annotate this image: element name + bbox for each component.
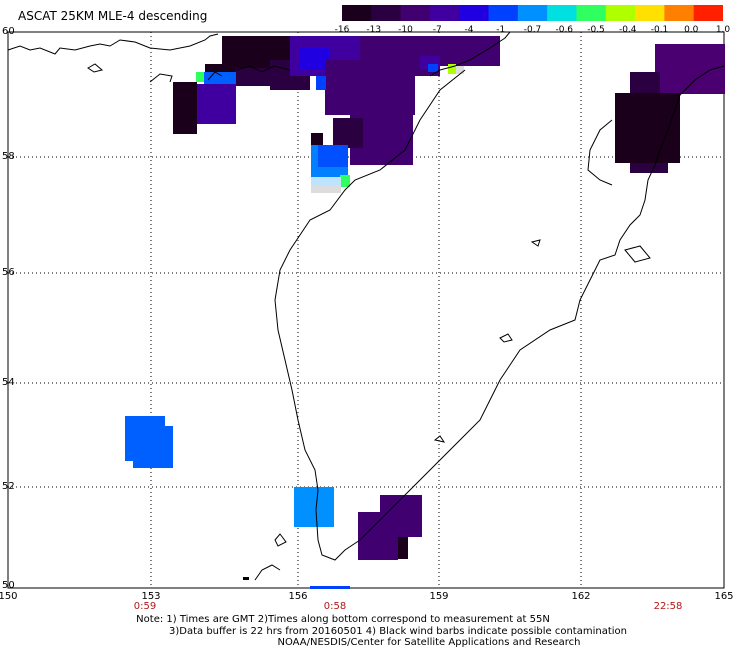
colorbar-tick-label: -4: [464, 25, 474, 35]
data-cell: [196, 72, 204, 82]
colorbar-tick-label: 0.0: [684, 25, 699, 35]
data-cell: [204, 72, 236, 84]
colorbar-segment: [664, 5, 695, 21]
colorbar-tick-label: -10: [398, 25, 413, 35]
colorbar-tick-label: -0.5: [587, 25, 605, 35]
colorbar-segment: [400, 5, 431, 21]
lon-label-156: 156: [288, 591, 308, 602]
time-label: 22:58: [653, 601, 683, 612]
map-title: ASCAT 25KM MLE-4 descending: [18, 9, 208, 23]
colorbar-segment: [605, 5, 636, 21]
data-cell: [311, 133, 323, 145]
colorbar-tick-label: -16: [334, 25, 350, 35]
data-cell: [340, 175, 350, 187]
lon-label-162: 162: [571, 591, 591, 602]
colorbar-segment: [635, 5, 665, 21]
data-cell: [311, 177, 341, 185]
lat-label-56: 56: [2, 267, 15, 278]
data-cell: [448, 64, 456, 74]
data-cell: [300, 48, 330, 70]
colorbar-segment: [576, 5, 607, 21]
data-cell: [428, 64, 438, 72]
graticule: [8, 32, 724, 588]
data-cell: [325, 60, 415, 115]
note-line-1: Note: 1) Times are GMT 2)Times along bot…: [136, 614, 550, 625]
note-line-3: NOAA/NESDIS/Center for Satellite Applica…: [277, 637, 581, 648]
colorbar-tick-label: -0.7: [523, 25, 542, 35]
mle-data-cells: [125, 36, 725, 589]
lon-label-150: 150: [0, 591, 18, 602]
lon-label-165: 165: [714, 591, 734, 602]
colorbar-segment: [517, 5, 548, 21]
lat-label-54: 54: [2, 377, 15, 388]
colorbar-tick-label: 1.0: [715, 25, 731, 35]
colorbar-tick-label: -0.1: [650, 25, 669, 35]
lon-label-159: 159: [429, 591, 449, 602]
colorbar-tick-label: -0.6: [555, 25, 574, 35]
coastline: [7, 31, 725, 581]
data-cell: [310, 586, 350, 589]
data-cell: [615, 93, 680, 163]
data-cell: [456, 66, 464, 74]
colorbar-segment: [371, 5, 402, 21]
data-cell: [133, 426, 173, 468]
notes: Note: 1) Times are GMT 2)Times along bot…: [0, 614, 740, 649]
colorbar-tick-label: -1: [496, 25, 506, 35]
data-cell: [440, 36, 500, 66]
colorbar-segment: [547, 5, 577, 21]
time-label: 0:58: [323, 601, 347, 612]
map-frame: [7, 31, 725, 589]
colorbar-segment: [429, 5, 460, 21]
colorbar-tick-label: -0.4: [618, 25, 637, 35]
lat-label-50: 50: [2, 580, 15, 591]
colorbar-segment: [488, 5, 519, 21]
data-cell: [318, 145, 348, 167]
colorbar-tick-label: -7: [432, 25, 442, 35]
data-cell: [630, 163, 668, 173]
data-cell: [205, 64, 235, 74]
data-cell: [311, 185, 341, 193]
note-line-2: 3)Data buffer is 22 hrs from 20160501 4)…: [169, 625, 627, 637]
data-cell: [630, 72, 660, 94]
data-cell: [196, 84, 236, 124]
lat-label-60: 60: [2, 26, 15, 37]
colorbar: [342, 5, 723, 21]
lat-label-58: 58: [2, 151, 15, 162]
data-cell: [333, 118, 363, 148]
lon-label-153: 153: [141, 591, 161, 602]
colorbar-segment: [693, 5, 723, 21]
data-cell: [230, 68, 270, 86]
colorbar-segment: [459, 5, 490, 21]
colorbar-tick-label: -13: [366, 25, 382, 35]
data-cell: [294, 487, 334, 527]
data-cell: [243, 577, 249, 580]
data-cell: [173, 82, 197, 134]
time-label: 0:59: [133, 601, 157, 612]
lat-label-52: 52: [2, 481, 15, 492]
colorbar-segment: [342, 5, 372, 21]
data-cell: [398, 537, 408, 559]
data-cell: [316, 76, 326, 90]
